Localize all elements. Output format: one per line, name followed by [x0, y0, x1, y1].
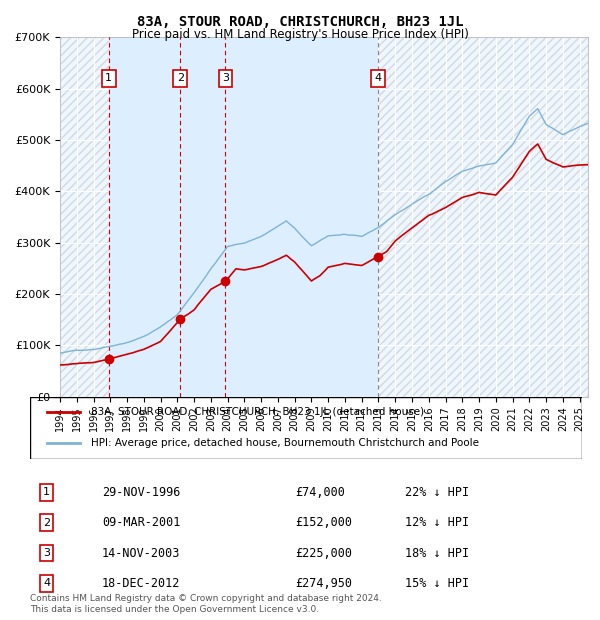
- Text: 18% ↓ HPI: 18% ↓ HPI: [406, 547, 469, 559]
- Text: 09-MAR-2001: 09-MAR-2001: [102, 516, 180, 529]
- Text: £74,000: £74,000: [295, 486, 345, 499]
- Text: 14-NOV-2003: 14-NOV-2003: [102, 547, 180, 559]
- Bar: [109, 37, 378, 397]
- Text: 1: 1: [105, 73, 112, 83]
- Text: 83A, STOUR ROAD, CHRISTCHURCH, BH23 1JL (detached house): 83A, STOUR ROAD, CHRISTCHURCH, BH23 1JL …: [91, 407, 424, 417]
- Text: 4: 4: [374, 73, 382, 83]
- Text: 4: 4: [43, 578, 50, 588]
- Text: HPI: Average price, detached house, Bournemouth Christchurch and Poole: HPI: Average price, detached house, Bour…: [91, 438, 479, 448]
- Text: 3: 3: [43, 548, 50, 558]
- Text: 2: 2: [177, 73, 184, 83]
- Text: 2: 2: [43, 518, 50, 528]
- Text: 12% ↓ HPI: 12% ↓ HPI: [406, 516, 469, 529]
- Text: £152,000: £152,000: [295, 516, 352, 529]
- Text: 83A, STOUR ROAD, CHRISTCHURCH, BH23 1JL: 83A, STOUR ROAD, CHRISTCHURCH, BH23 1JL: [137, 16, 463, 30]
- Text: £274,950: £274,950: [295, 577, 352, 590]
- Text: Contains HM Land Registry data © Crown copyright and database right 2024.
This d: Contains HM Land Registry data © Crown c…: [30, 595, 382, 614]
- Text: 1: 1: [43, 487, 50, 497]
- Text: 29-NOV-1996: 29-NOV-1996: [102, 486, 180, 499]
- Text: Price paid vs. HM Land Registry's House Price Index (HPI): Price paid vs. HM Land Registry's House …: [131, 28, 469, 41]
- Text: 3: 3: [222, 73, 229, 83]
- Text: 22% ↓ HPI: 22% ↓ HPI: [406, 486, 469, 499]
- Text: 15% ↓ HPI: 15% ↓ HPI: [406, 577, 469, 590]
- Text: £225,000: £225,000: [295, 547, 352, 559]
- Text: 18-DEC-2012: 18-DEC-2012: [102, 577, 180, 590]
- Bar: [60, 37, 109, 397]
- Bar: [378, 37, 588, 397]
